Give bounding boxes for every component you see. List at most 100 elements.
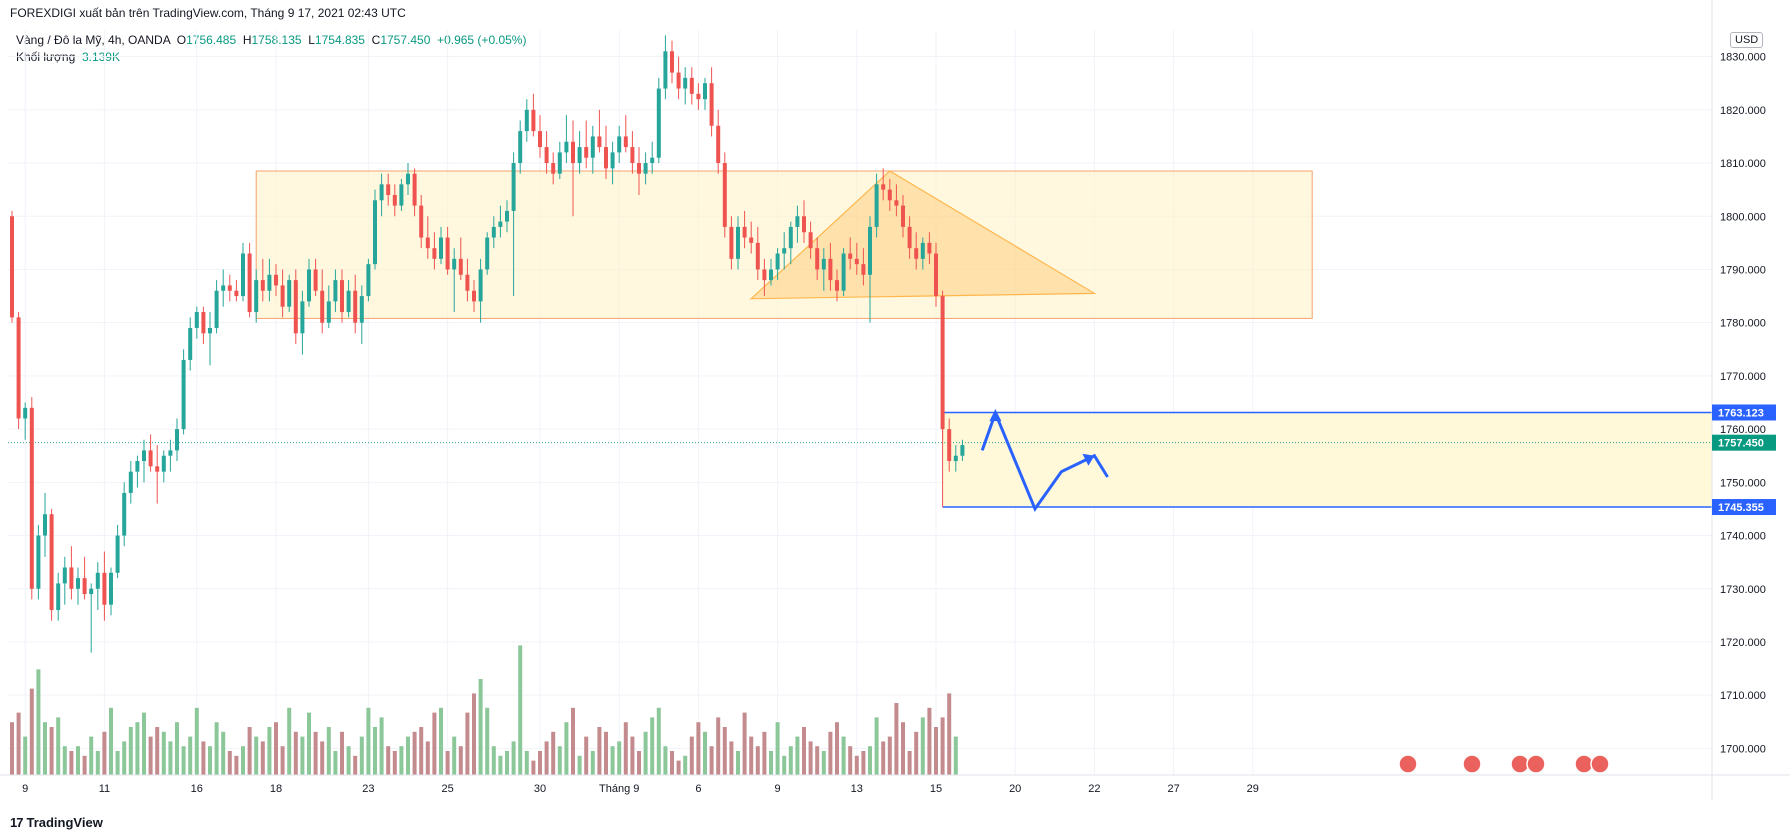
volume-bar (465, 712, 470, 775)
candle (56, 583, 61, 611)
candle (109, 572, 113, 605)
candle (300, 301, 305, 334)
candle (201, 312, 206, 334)
candle (736, 226, 740, 259)
volume-bar (795, 736, 800, 775)
volume-bar (340, 731, 344, 775)
candle (894, 200, 899, 206)
candle (102, 572, 107, 605)
price-tick-label: 1800.000 (1720, 211, 1766, 223)
time-tick-label: 9 (775, 783, 781, 795)
volume-bar (267, 727, 272, 775)
volume-bar (815, 746, 820, 775)
candle (683, 77, 688, 89)
volume-bar (742, 712, 747, 775)
volume-bar (260, 741, 265, 775)
candle (452, 258, 457, 270)
candle (597, 136, 602, 148)
volume-bar (623, 722, 628, 775)
candle (650, 157, 655, 164)
currency-button[interactable]: USD (1730, 32, 1764, 48)
volume-bar (320, 741, 325, 775)
volume-bar (821, 751, 826, 775)
price-tick-label: 1750.000 (1720, 477, 1766, 489)
triangle-pattern (749, 170, 1097, 300)
candle (670, 51, 674, 73)
volume-bar (29, 688, 34, 775)
volume-bar (128, 727, 133, 775)
volume-bar (241, 746, 245, 775)
volume-bar (947, 693, 952, 775)
candle (841, 253, 846, 291)
volume-bar (901, 722, 905, 775)
volume-bar (894, 703, 899, 775)
volume-bar (914, 731, 919, 775)
price-label: 1745.355 (1718, 502, 1764, 514)
candle (914, 248, 919, 259)
open-label: O (176, 33, 187, 47)
projection-arrowhead (1082, 453, 1095, 466)
volume-bar (934, 727, 938, 775)
candle (709, 83, 714, 126)
volume-bar (142, 712, 146, 775)
economic-event-icon (1590, 754, 1610, 774)
time-tick-label: 29 (1247, 783, 1259, 795)
volume-bar (709, 746, 714, 775)
volume-bar (373, 727, 377, 775)
volume-bar (89, 736, 94, 775)
candle (359, 296, 364, 323)
target-zone (942, 412, 1712, 508)
volume-bar (274, 722, 278, 775)
candle (828, 258, 833, 281)
volume-bar (208, 746, 212, 775)
candle (953, 455, 958, 462)
candle (247, 253, 252, 313)
volume-bar (412, 731, 417, 775)
volume-bar (769, 751, 773, 775)
price-label: 1763.123 (1718, 407, 1764, 419)
volume-bar (920, 717, 925, 775)
candle (907, 226, 912, 249)
volume-bar (762, 731, 767, 775)
price-tick-label: 1790.000 (1720, 264, 1766, 276)
candle (16, 317, 21, 419)
candle (722, 163, 727, 227)
candle (584, 147, 589, 158)
candle (287, 280, 292, 307)
candle (538, 131, 542, 148)
candle (82, 578, 87, 595)
price-label: 1757.450 (1718, 438, 1764, 450)
candle (604, 147, 608, 169)
candle (320, 290, 325, 323)
candle (868, 226, 872, 275)
volume-bar (379, 717, 384, 775)
volume-bar (676, 760, 681, 775)
volume-bar (122, 741, 127, 775)
volume-bar (854, 755, 859, 775)
close-value: 1757.450 (380, 33, 431, 47)
economic-event-icon (1398, 754, 1418, 774)
time-tick-label: 30 (534, 783, 546, 795)
symbol-legend: Vàng / Đô la Mỹ, 4h, OANDA O1756.485 H17… (16, 32, 526, 66)
candle (333, 280, 338, 302)
volume-bar (478, 679, 483, 775)
volume-bar (62, 746, 67, 775)
tradingview-logo-icon: 17 (10, 815, 24, 830)
time-tick-label: 15 (930, 783, 942, 795)
volume-bar (604, 731, 608, 775)
candle (49, 514, 54, 611)
candle (432, 248, 437, 259)
candle (478, 269, 483, 302)
volume-bar (881, 741, 886, 775)
volume-bar (775, 722, 780, 775)
volume-bar (755, 746, 760, 775)
symbol-title[interactable]: Vàng / Đô la Mỹ, 4h, OANDA (16, 33, 171, 47)
candle (749, 237, 754, 243)
candle (326, 301, 331, 323)
volume-bar (49, 727, 54, 775)
candle (696, 93, 701, 100)
volume-bar (577, 755, 582, 775)
candlestick-chart[interactable]: 1830.000 1820.000 1810.000 1800.000 1790.000… (0, 0, 1790, 800)
volume-bar (828, 731, 833, 775)
volume-bar (439, 707, 443, 775)
